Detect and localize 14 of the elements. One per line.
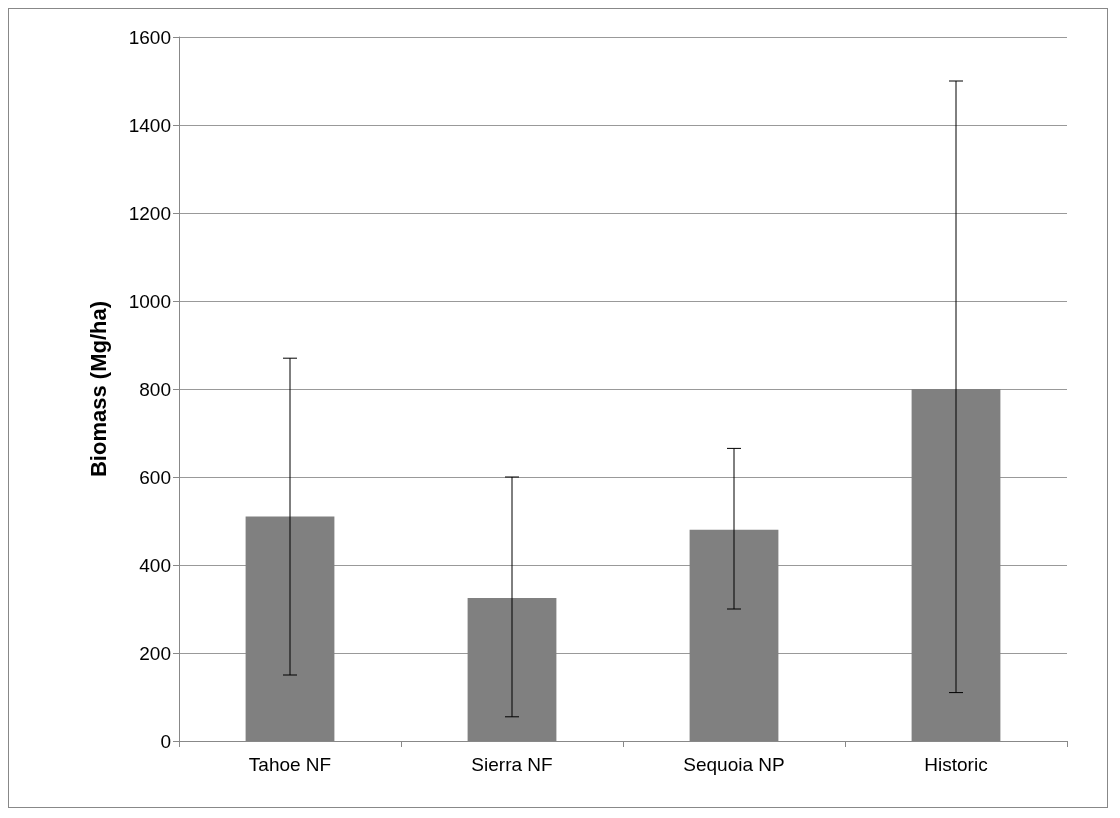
x-tick-label: Sierra NF: [471, 754, 553, 775]
x-tick-label: Tahoe NF: [248, 754, 332, 775]
x-tick-label: Historic: [924, 754, 988, 775]
y-tick-label: 0: [160, 730, 171, 752]
y-tick-label: 600: [139, 466, 171, 488]
y-tick-label: 200: [139, 642, 171, 664]
x-tick-label: Sequoia NP: [683, 754, 785, 775]
y-tick-label: 1000: [128, 290, 171, 312]
y-axis-title: Biomass (Mg/ha): [85, 300, 111, 478]
y-tick-label: 800: [139, 378, 171, 400]
y-tick-label: 1400: [128, 114, 171, 136]
y-tick-label: 400: [139, 554, 171, 576]
y-tick-label: 1200: [128, 202, 171, 224]
y-tick-label: 1600: [128, 26, 171, 48]
